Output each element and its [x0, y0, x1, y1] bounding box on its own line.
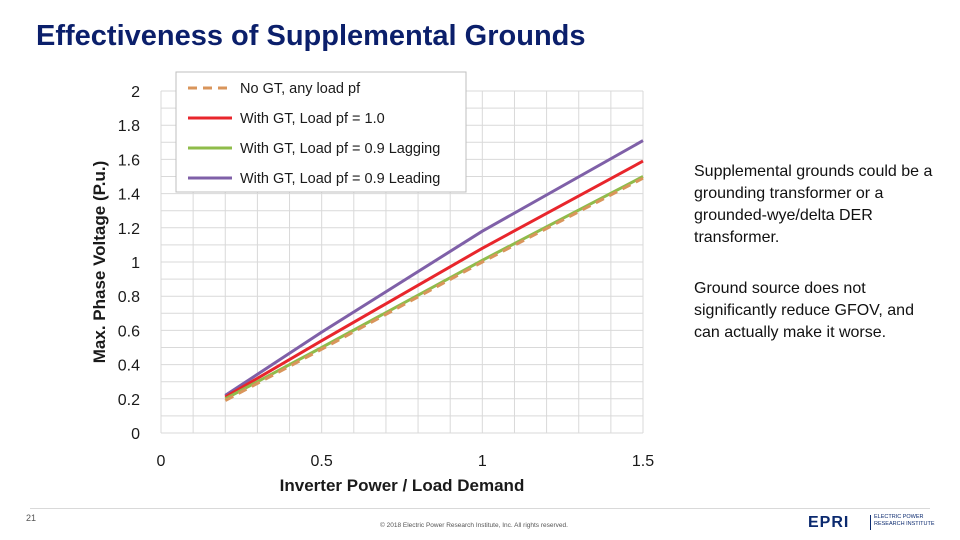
copyright-notice: © 2018 Electric Power Research Institute…: [380, 522, 568, 529]
x-axis-label: Inverter Power / Load Demand: [280, 476, 525, 495]
chart-series: [224, 139, 644, 402]
y-axis-label: Max. Phase Voltage (P.u.): [90, 161, 109, 364]
chart-legend: No GT, any load pf With GT, Load pf = 1.0…: [175, 71, 467, 193]
y-tick-label: 0.2: [118, 392, 140, 409]
series-line-2: [224, 175, 644, 401]
y-tick-label: 0.4: [118, 358, 140, 375]
series-line-1: [224, 159, 644, 399]
y-tick-label: 1.4: [118, 187, 140, 204]
bullet-paragraph-1: Supplemental grounds could be a groundin…: [694, 163, 933, 246]
legend-label: With GT, Load pf = 1.0: [240, 111, 385, 127]
x-tick-label: 0.5: [311, 453, 333, 470]
y-tick-label: 1.6: [118, 152, 140, 169]
y-tick-label: 0.6: [118, 323, 140, 340]
series-line-0: [224, 176, 644, 402]
series-line-3: [224, 139, 644, 397]
logo-separator: [870, 515, 871, 530]
legend-box: [175, 71, 467, 193]
logo-text: ELECTRIC POWER RESEARCH INSTITUTE: [874, 514, 936, 528]
legend-label: With GT, Load pf = 0.9 Leading: [240, 171, 440, 187]
y-tick-label: 2: [131, 84, 140, 101]
bullet-paragraph-2: Ground source does not significantly red…: [694, 280, 914, 341]
logo-text-line-2: RESEARCH INSTITUTE: [874, 521, 935, 527]
x-tick-label: 0: [157, 453, 166, 470]
slide-title: Effectiveness of Supplemental Grounds: [36, 20, 586, 52]
footer-divider: [30, 508, 930, 509]
x-tick-label: 1.5: [632, 453, 654, 470]
epri-logo: EPRI ELECTRIC POWER RESEARCH INSTITUTE: [808, 514, 936, 532]
y-tick-label: 1.8: [118, 118, 140, 135]
y-tick-label: 1.2: [118, 221, 140, 238]
y-tick-label: 0: [131, 426, 140, 443]
x-tick-labels: 0 0.5 1 1.5: [157, 453, 655, 470]
logo-mark: EPRI: [808, 514, 850, 531]
legend-label: No GT, any load pf: [240, 81, 361, 97]
y-tick-labels: 0 0.2 0.4 0.6 0.8 1 1.2 1.4 1.6 1.8 2: [118, 84, 140, 443]
y-tick-label: 1: [131, 255, 140, 272]
logo-text-line-1: ELECTRIC POWER: [874, 514, 924, 520]
page-number: 21: [26, 513, 37, 523]
y-tick-label: 0.8: [118, 289, 140, 306]
legend-label: With GT, Load pf = 0.9 Lagging: [240, 141, 440, 157]
x-tick-label: 1: [478, 453, 487, 470]
